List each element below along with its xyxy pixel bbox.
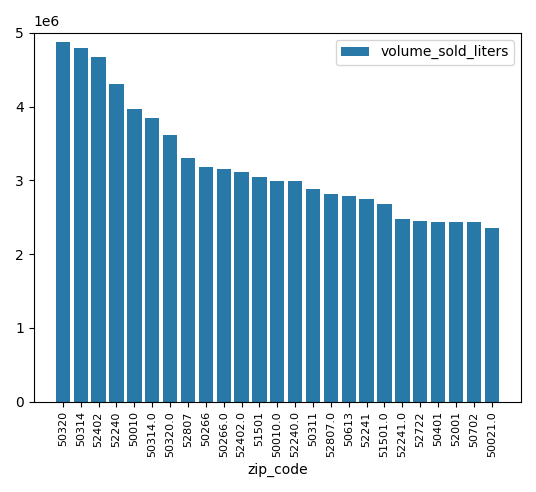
Bar <box>127 110 142 401</box>
Bar <box>377 204 392 401</box>
Bar <box>109 84 124 401</box>
Bar <box>56 42 70 401</box>
Bar <box>73 48 88 401</box>
Bar <box>324 193 338 401</box>
Bar <box>395 218 410 401</box>
Bar <box>306 189 320 401</box>
Bar <box>449 221 463 401</box>
Bar <box>360 199 374 401</box>
Bar <box>413 221 427 401</box>
Bar <box>341 196 356 401</box>
Bar <box>145 119 159 401</box>
Bar <box>163 135 177 401</box>
Bar <box>92 57 106 401</box>
Bar <box>217 169 231 401</box>
Bar <box>270 181 285 401</box>
Bar <box>431 221 445 401</box>
Bar <box>199 167 213 401</box>
Bar <box>485 227 499 401</box>
Bar <box>467 221 481 401</box>
Bar <box>288 181 302 401</box>
Bar <box>252 177 266 401</box>
Legend: volume_sold_liters: volume_sold_liters <box>336 40 514 65</box>
Text: 1e6: 1e6 <box>34 15 60 29</box>
Bar <box>234 172 249 401</box>
X-axis label: zip_code: zip_code <box>247 463 308 477</box>
Bar <box>181 158 195 401</box>
